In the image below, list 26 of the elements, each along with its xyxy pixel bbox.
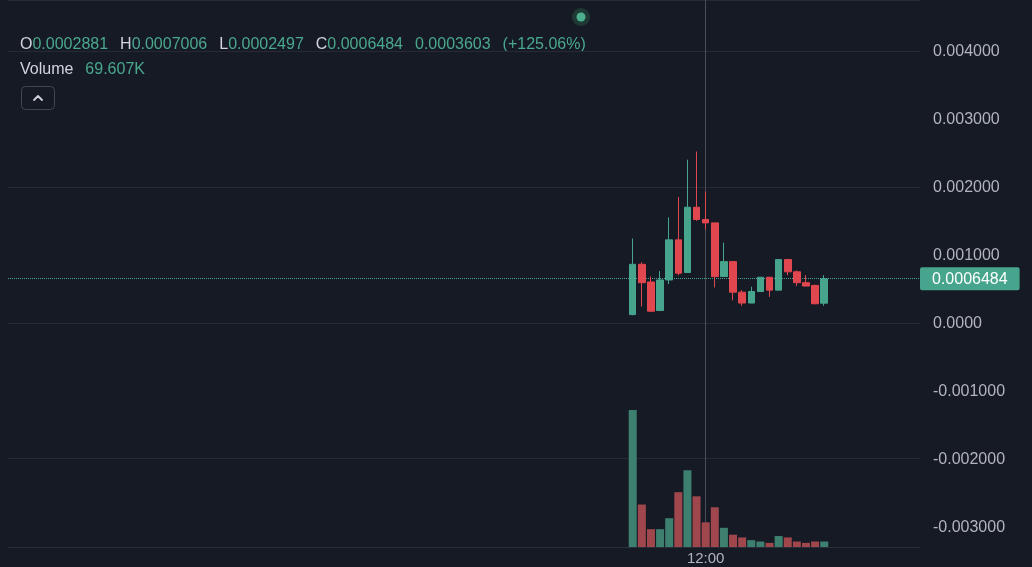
candlestick [675, 196, 682, 276]
x-tick-label: 12:00 [686, 549, 725, 566]
annotation: Volume 69.607K [20, 59, 146, 77]
candlestick [766, 276, 773, 298]
y-tick-label: -0.001000 [933, 382, 1006, 400]
y-tick-label: 0.003000 [933, 110, 1000, 128]
bar [820, 541, 829, 547]
bar [774, 536, 783, 547]
bar [765, 542, 774, 547]
ref-line-label: 0.0006484 [932, 270, 1008, 288]
y-tick-label: 0.004000 [933, 42, 1000, 60]
y-tick-label: 0.002000 [933, 178, 1000, 196]
y-tick-label: -0.003000 [933, 518, 1006, 536]
y-tick-label: 0.001000 [933, 246, 1000, 264]
y-tick-label: 0.0000 [933, 314, 983, 332]
bar [674, 492, 683, 547]
candlestick [711, 222, 719, 288]
text: O0.0002881 H0.0007006 L0.0002497 C0.0006484 0.0003603 (+125.06%) [20, 34, 586, 52]
y-tick-label: -0.002000 [933, 450, 1006, 468]
candlestick [748, 286, 755, 304]
bar [683, 470, 692, 547]
bar [628, 410, 637, 547]
candlestick [693, 151, 700, 222]
bar [719, 527, 728, 547]
candlestick [702, 191, 709, 231]
candlestick [684, 159, 691, 273]
